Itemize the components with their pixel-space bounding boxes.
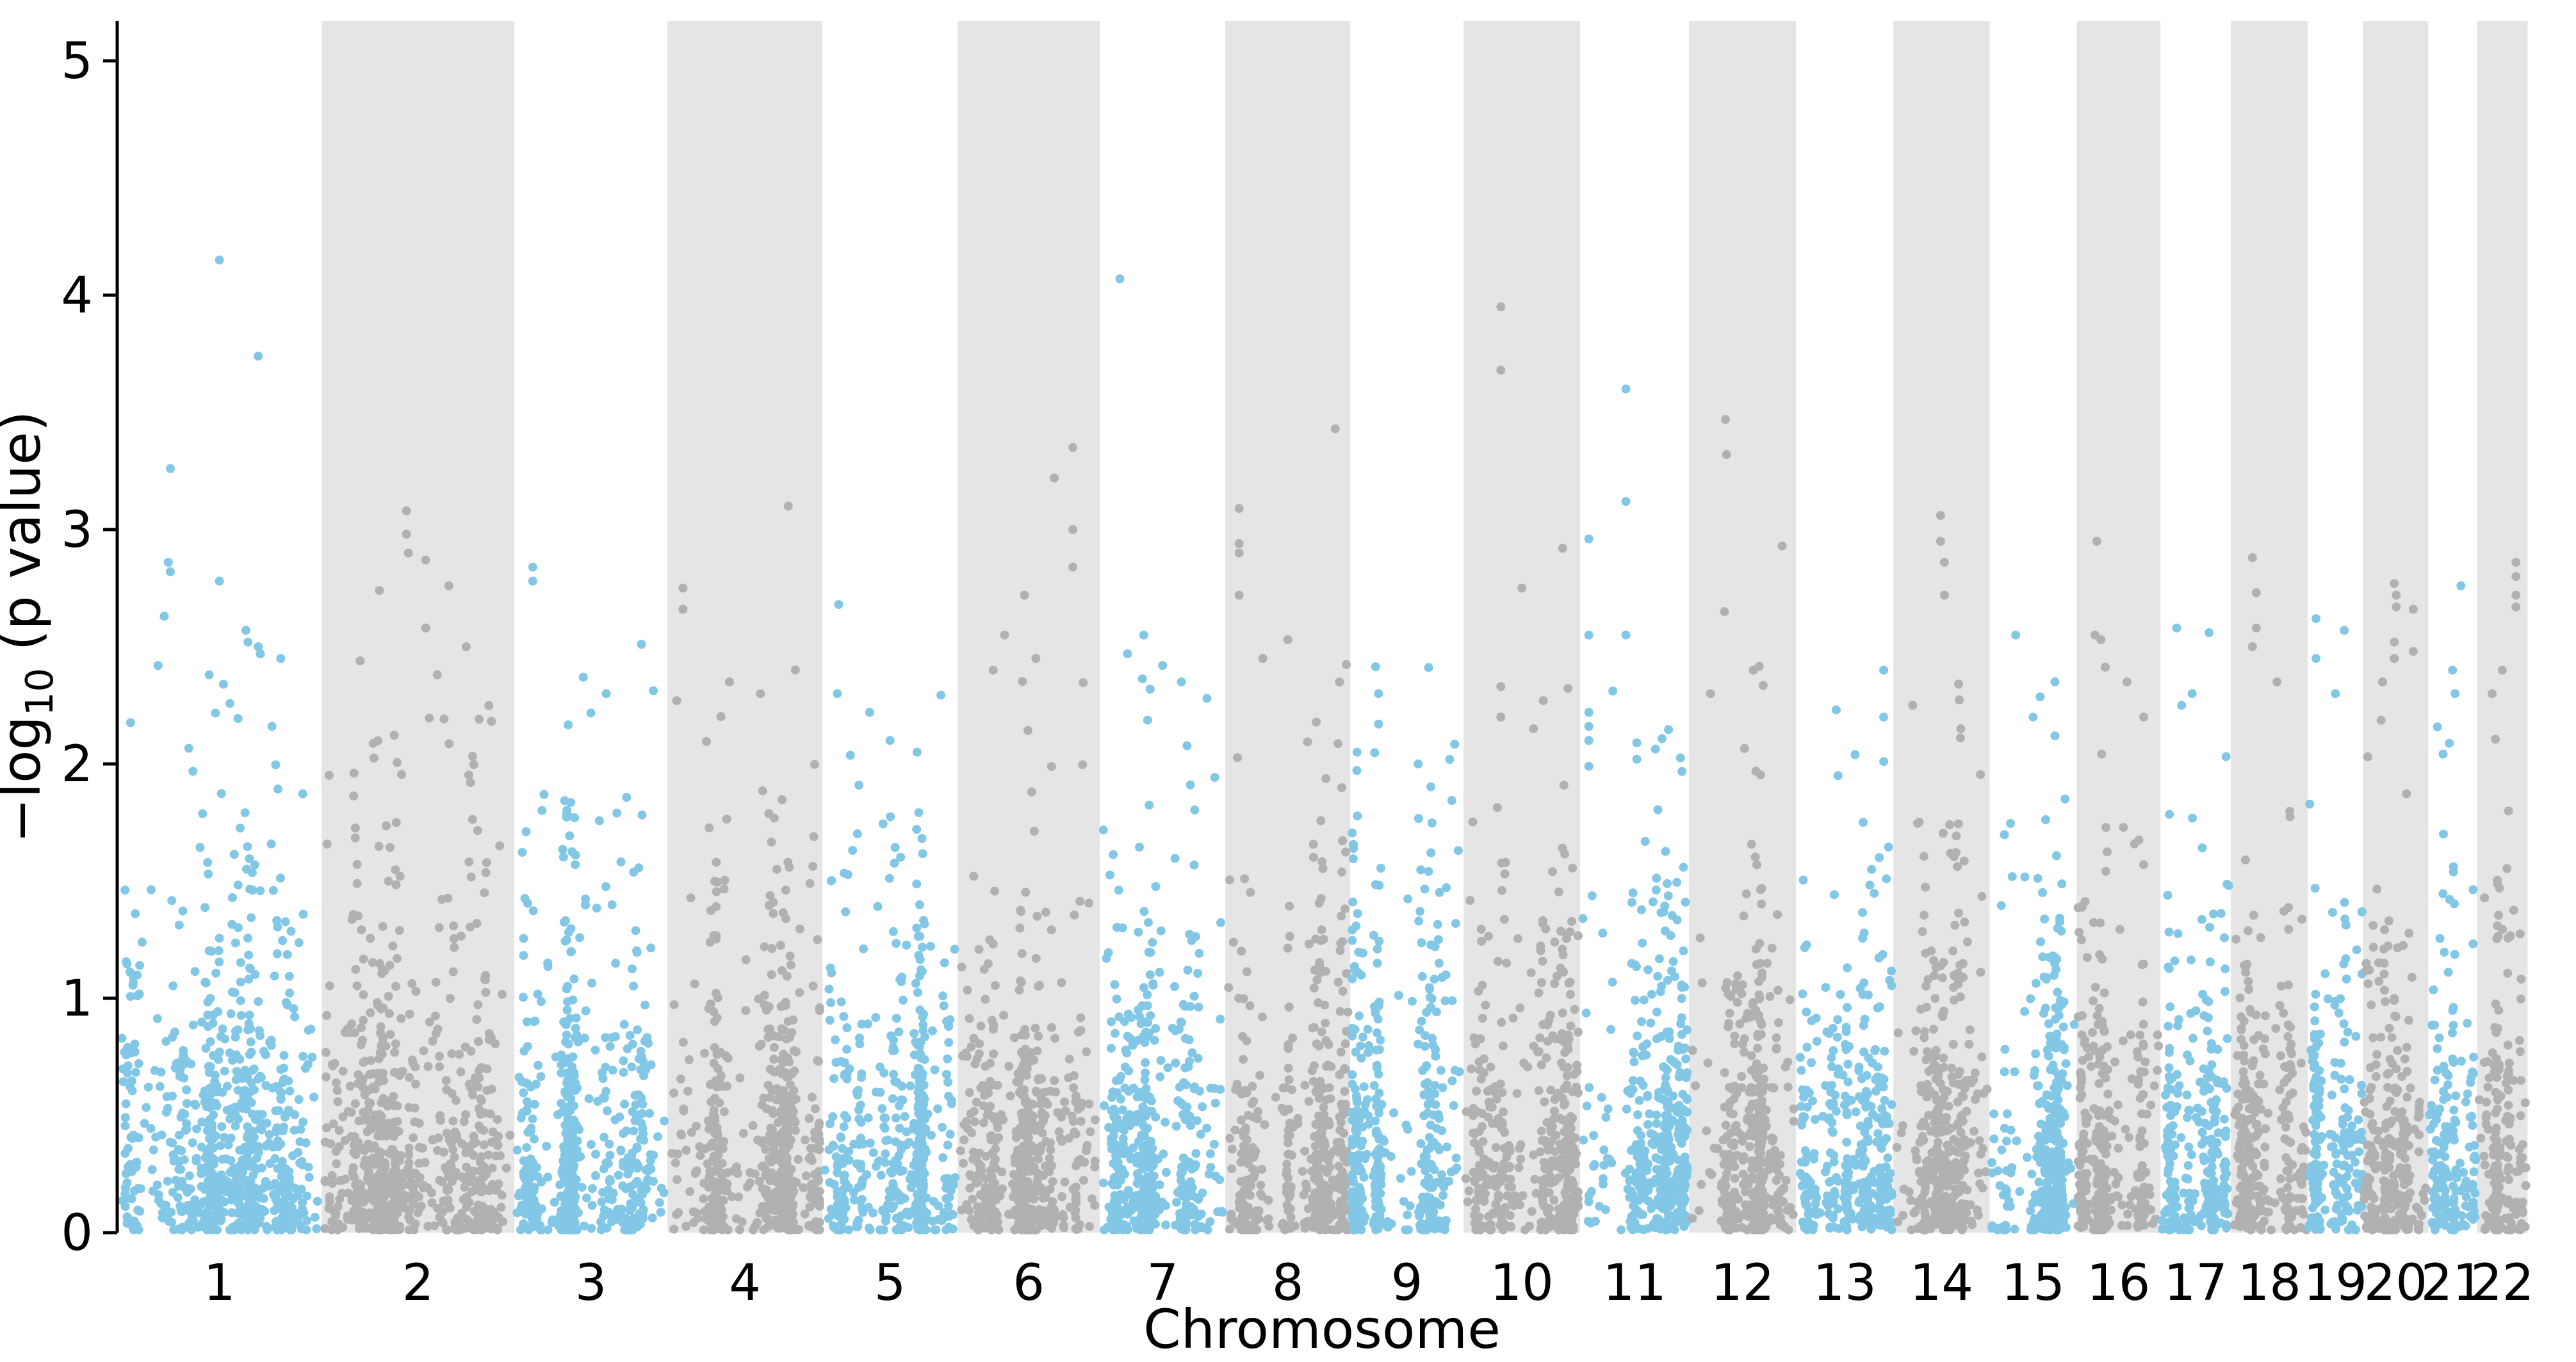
points-chr22 <box>2474 558 2531 1235</box>
y-tick-label: 4 <box>61 267 93 325</box>
points-chr4 <box>667 501 824 1235</box>
band-chr12 <box>1689 21 1797 1233</box>
x-tick-label-chr18: 18 <box>2238 1254 2301 1312</box>
band-chr14 <box>1893 21 1990 1233</box>
points-chr1 <box>117 255 322 1235</box>
x-tick-label-chr1: 1 <box>204 1254 236 1312</box>
y-tick-label: 2 <box>61 736 93 793</box>
points-chr15 <box>1987 630 2079 1235</box>
x-tick-label-chr9: 9 <box>1391 1254 1423 1312</box>
x-tick-label-chr19: 19 <box>2304 1254 2367 1312</box>
x-tick-label-chr14: 14 <box>1910 1254 1973 1312</box>
x-tick-label-chr16: 16 <box>2087 1254 2150 1312</box>
points-chr9 <box>1348 662 1464 1235</box>
points-chr20 <box>2360 579 2430 1235</box>
x-tick-label-chr3: 3 <box>575 1254 607 1312</box>
x-tick-label-chr2: 2 <box>402 1254 434 1312</box>
x-tick-label-chr5: 5 <box>874 1254 906 1312</box>
points-chr19 <box>2304 614 2367 1235</box>
points-chr21 <box>2425 581 2481 1235</box>
x-tick-label-chr22: 22 <box>2470 1254 2534 1312</box>
points-chr12 <box>1688 415 1798 1235</box>
points-chr18 <box>2230 553 2311 1235</box>
chromosome-bands <box>322 21 2528 1233</box>
x-tick-label-chr17: 17 <box>2164 1254 2228 1312</box>
x-tick-label-chr21: 21 <box>2421 1254 2484 1312</box>
points-chr17 <box>2157 623 2233 1235</box>
points-chr16 <box>2073 537 2164 1235</box>
x-tick-label-chr6: 6 <box>1013 1254 1045 1312</box>
y-axis-title-text: −log10 (p value) <box>0 410 61 843</box>
y-tick-label: 5 <box>61 33 93 90</box>
band-chr22 <box>2477 21 2528 1233</box>
x-tick-label-chr13: 13 <box>1813 1254 1877 1312</box>
y-tick-label: 3 <box>61 501 93 559</box>
y-tick-label: 1 <box>61 970 93 1028</box>
x-tick-label-chr8: 8 <box>1272 1254 1304 1312</box>
points-chr2 <box>320 506 515 1235</box>
x-tick-label-chr15: 15 <box>2001 1254 2065 1312</box>
y-tick-label: 0 <box>61 1204 93 1262</box>
y-axis-title: −log10 (p value) <box>0 410 61 843</box>
x-tick-label-chr4: 4 <box>729 1254 761 1312</box>
points-chr11 <box>1578 384 1692 1235</box>
band-chr4 <box>667 21 823 1233</box>
points-chr6 <box>956 442 1100 1235</box>
points-chr13 <box>1795 665 1896 1235</box>
points-chr10 <box>1461 302 1583 1235</box>
x-tick-label-chr7: 7 <box>1146 1254 1178 1312</box>
points-chr14 <box>1892 511 1992 1235</box>
scatter-points <box>117 255 2531 1235</box>
x-axis-title: Chromosome <box>1143 1298 1501 1361</box>
band-chr8 <box>1225 21 1351 1233</box>
x-tick-label-chr20: 20 <box>2364 1254 2427 1312</box>
x-tick-label-chr12: 12 <box>1711 1254 1774 1312</box>
band-chr2 <box>322 21 515 1233</box>
band-chr20 <box>2363 21 2429 1233</box>
points-chr3 <box>512 562 669 1235</box>
x-tick-label-chr10: 10 <box>1490 1254 1553 1312</box>
x-tick-label-chr11: 11 <box>1603 1254 1667 1312</box>
points-chr7 <box>1098 274 1227 1235</box>
points-chr5 <box>820 600 960 1235</box>
